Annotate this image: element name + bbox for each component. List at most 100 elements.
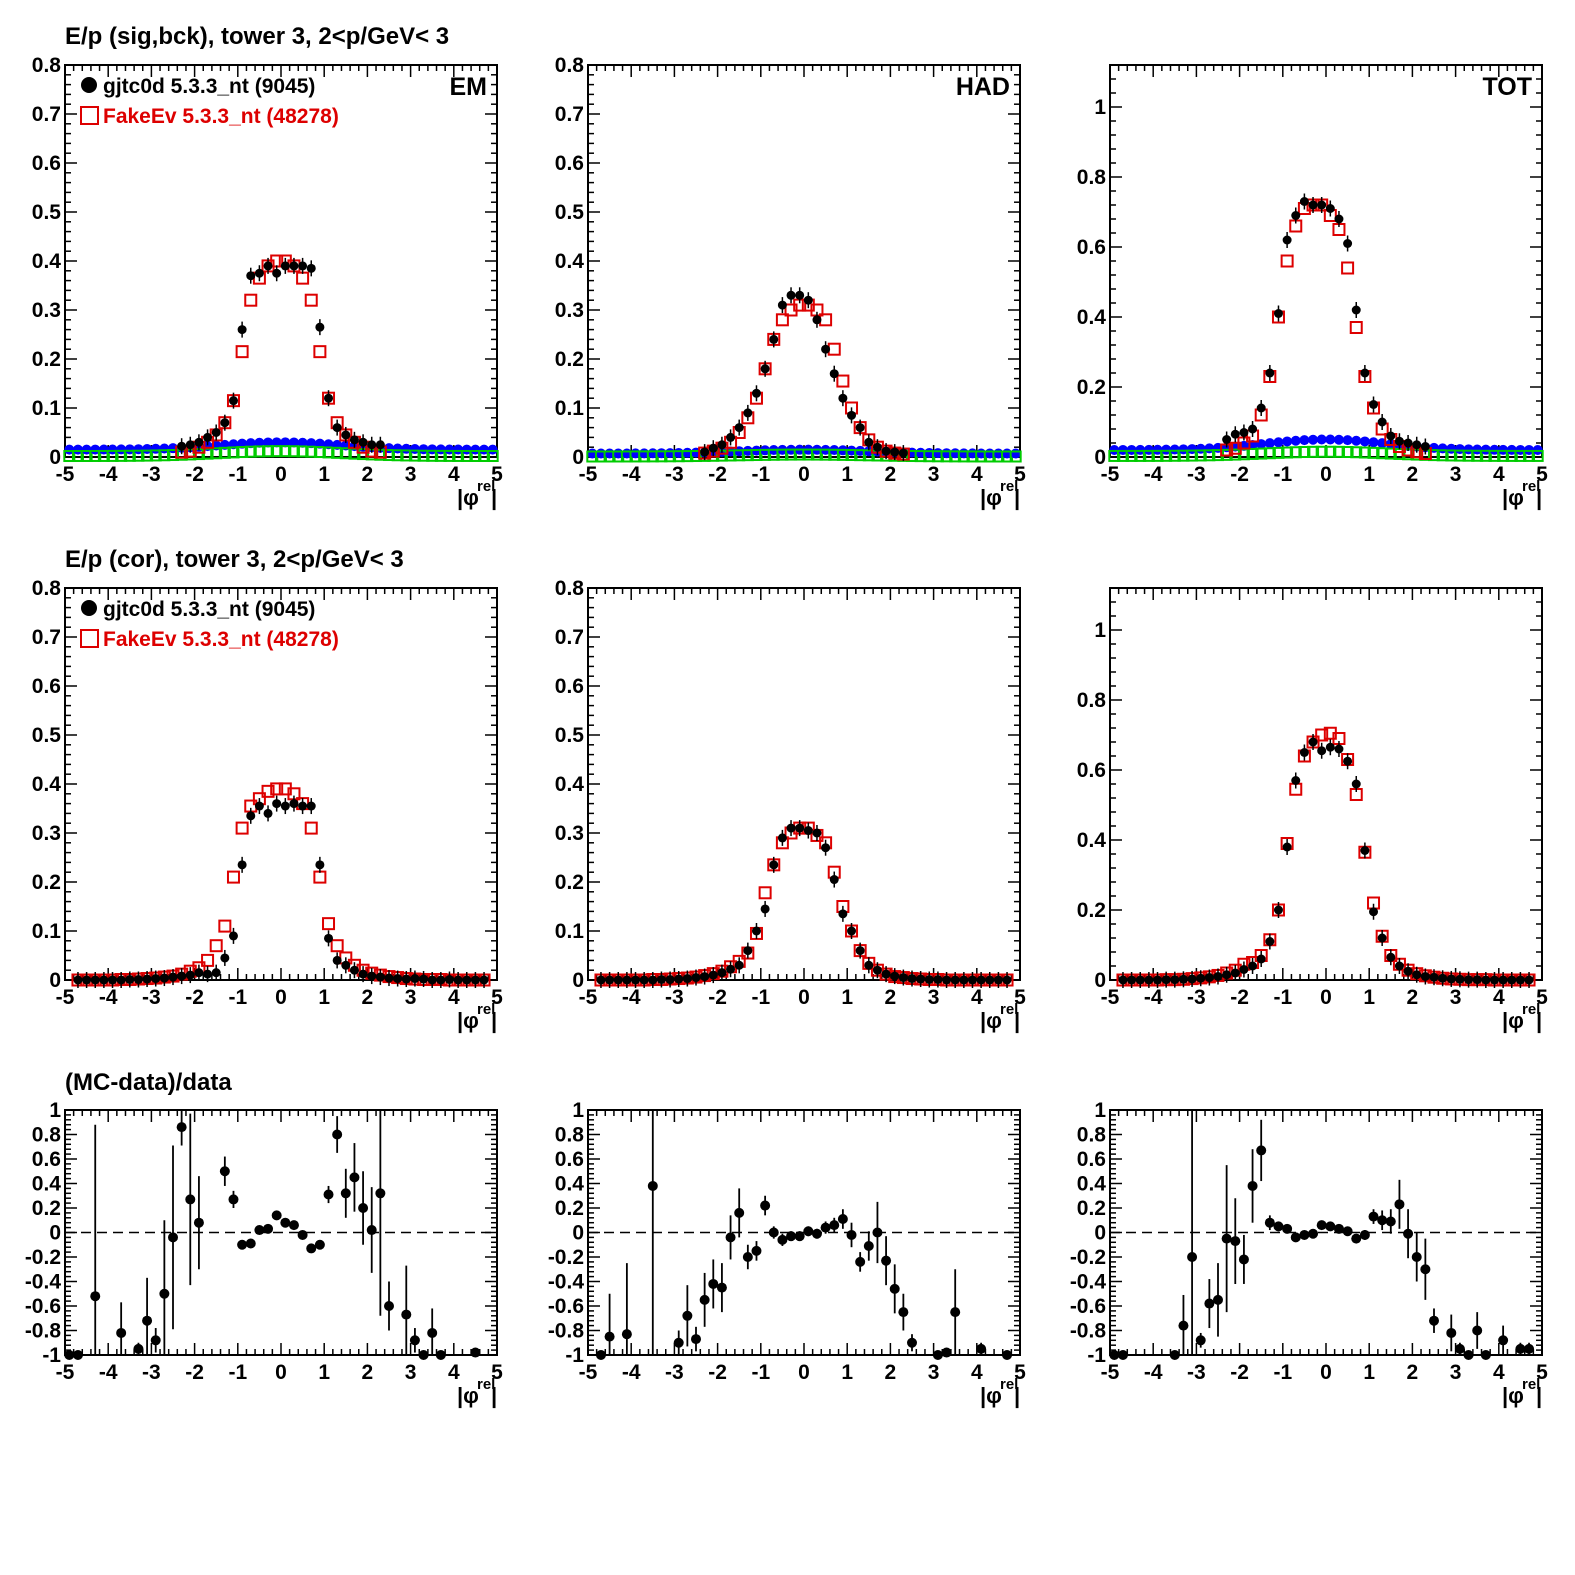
bck-mc-point (785, 448, 798, 461)
bck-mc-point (80, 449, 93, 462)
y-tick-label: 0.3 (555, 299, 584, 322)
ratio-point (366, 1225, 377, 1236)
x-tick-label: -4 (622, 463, 641, 486)
x-tick-label: 3 (928, 986, 940, 1009)
data-point (375, 972, 385, 982)
bck-mc-point (1168, 449, 1181, 462)
bck-mc-point (210, 447, 223, 460)
data-point (1170, 975, 1180, 985)
x-tick-label: -5 (579, 463, 598, 486)
legend-data-label: gjtc0d 5.3.3_nt (9045) (103, 75, 315, 98)
mc-point (775, 313, 789, 327)
panel-row3-TOT: -5 -4 -3 -2 -1 0 1 2 3 4 5-1-0.8-0.6-0.4-0.200.20.… (1070, 1099, 1548, 1408)
data-point (272, 799, 282, 809)
x-axis-label-end: | (1014, 1383, 1020, 1408)
y-tick-label: 1 (49, 1099, 61, 1122)
data-point (881, 446, 891, 456)
y-tick-label: 0.8 (1077, 689, 1107, 712)
data-point (769, 334, 779, 344)
y-tick-label: 0.5 (32, 724, 62, 747)
data-point (1394, 436, 1404, 446)
y-tick-label: 0.7 (32, 626, 61, 649)
data-point (605, 975, 615, 985)
data-point (864, 960, 874, 970)
x-tick-label: 2 (1407, 1361, 1419, 1384)
data-point (847, 926, 857, 936)
ratio-point (150, 1335, 161, 1346)
ratio-point (314, 1239, 325, 1250)
ratio-point (409, 1335, 420, 1346)
x-tick-label: -4 (622, 986, 641, 1009)
data-point (838, 393, 848, 403)
ratio-point (1446, 1327, 1457, 1338)
x-tick-label: -3 (665, 1361, 684, 1384)
data-point (639, 975, 649, 985)
ratio-point (1325, 1221, 1336, 1232)
x-axis-label-sup: rel (477, 478, 495, 495)
ratio-point (384, 1301, 394, 1311)
ratio-point (898, 1307, 909, 1318)
ratio-point (358, 1203, 369, 1213)
x-tick-label: 2 (1407, 463, 1419, 486)
x-tick-label: 5 (1536, 463, 1548, 486)
x-tick-label: -5 (579, 1361, 598, 1384)
mc-point (1315, 728, 1329, 742)
x-tick-label: 4 (448, 1361, 460, 1384)
data-point (358, 437, 368, 447)
ratio-point (306, 1243, 317, 1254)
ratio-point (855, 1256, 866, 1267)
bck-mc-point (690, 450, 702, 463)
data-point (631, 975, 641, 985)
data-point (1127, 975, 1137, 985)
y-tick-label: -0.6 (548, 1295, 584, 1318)
ratio-point (673, 1337, 684, 1348)
y-tick-label: 0.8 (1077, 166, 1107, 189)
y-tick-label: 0.4 (555, 773, 585, 796)
x-tick-label: -3 (1187, 986, 1206, 1009)
bck-mc-point (270, 445, 283, 458)
data-point (691, 973, 701, 983)
y-tick-label: -0.6 (25, 1295, 61, 1318)
data-point (1351, 305, 1361, 315)
ratio-point (288, 1220, 299, 1231)
x-tick-label: 0 (798, 986, 810, 1009)
ratio-point (64, 1350, 75, 1360)
bck-mc-point (1151, 449, 1164, 462)
bck-data-point (453, 444, 464, 455)
ratio-point (1463, 1350, 1474, 1360)
x-tick-label: 1 (1363, 463, 1375, 486)
data-point (1438, 973, 1448, 983)
data-point (924, 975, 934, 985)
y-tick-label: 0.6 (32, 1148, 61, 1171)
x-tick-label: -4 (1144, 986, 1163, 1009)
ratio-point (237, 1239, 248, 1250)
bck-mc-point (322, 446, 335, 459)
data-point (306, 801, 316, 811)
y-tick-label: 0.8 (555, 577, 585, 600)
x-axis-label-sup: rel (1522, 1376, 1540, 1393)
x-tick-label: -2 (1230, 986, 1249, 1009)
bck-mc-point (741, 449, 754, 462)
ratio-point (1472, 1325, 1483, 1336)
data-point (665, 975, 675, 985)
data-point (829, 369, 839, 379)
x-tick-label: 1 (318, 986, 330, 1009)
data-point (890, 447, 900, 457)
bck-mc-point (793, 448, 806, 461)
x-tick-label: 5 (1536, 1361, 1548, 1384)
data-point (358, 969, 368, 979)
bck-data-point (435, 444, 446, 455)
bck-mc-point (400, 449, 413, 462)
y-tick-label: 0.5 (555, 201, 585, 224)
data-point (263, 261, 273, 271)
bck-mc-point (244, 445, 257, 458)
x-tick-label: 5 (491, 986, 503, 1009)
x-tick-label: -1 (228, 463, 247, 486)
y-tick-label: 0.8 (32, 54, 62, 77)
data-point (1386, 431, 1396, 441)
data-point (786, 823, 796, 833)
x-tick-label: -5 (1101, 1361, 1120, 1384)
bck-mc-point (1428, 449, 1440, 462)
bck-data-point (444, 444, 455, 455)
